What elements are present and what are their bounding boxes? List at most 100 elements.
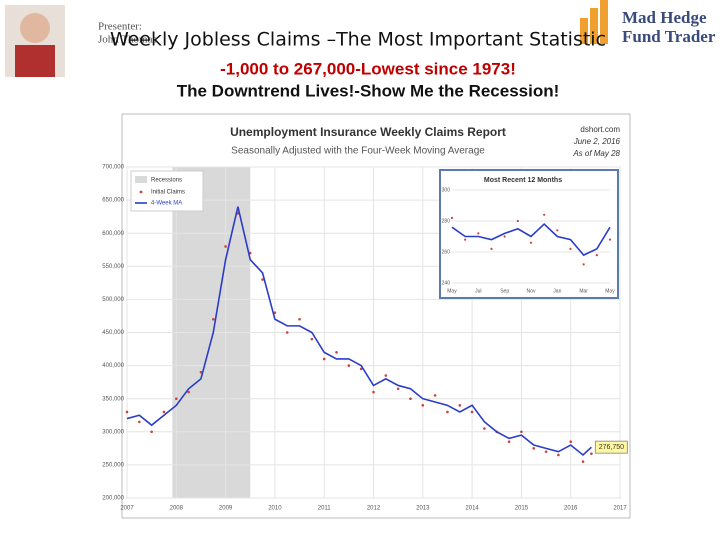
y-tick-label: 650,000	[102, 198, 124, 204]
data-point	[590, 452, 593, 455]
x-tick-label: 2010	[268, 506, 282, 512]
data-point	[211, 317, 215, 321]
y-tick-label: 600,000	[102, 231, 124, 237]
data-point	[335, 351, 338, 354]
data-point	[298, 317, 301, 321]
data-point	[285, 331, 289, 334]
legend-swatch	[139, 190, 143, 194]
chart-title: Unemployment Insurance Weekly Claims Rep…	[230, 125, 506, 139]
x-tick-label: 2008	[170, 506, 184, 512]
data-point	[569, 440, 572, 444]
data-point	[421, 404, 425, 407]
legend-label: 4-Week MA	[151, 201, 182, 207]
x-tick-label: Jan	[553, 288, 561, 294]
data-point	[409, 397, 412, 401]
data-point	[396, 387, 400, 391]
data-point	[125, 410, 129, 414]
x-tick-label: Jul	[475, 288, 481, 294]
logo-text: Mad Hedge	[622, 8, 707, 27]
x-tick-label: 2011	[318, 506, 332, 512]
x-tick-label: 2013	[416, 506, 430, 512]
data-point	[175, 397, 178, 401]
annotation-box	[594, 440, 628, 454]
data-point	[507, 440, 511, 444]
data-point	[261, 278, 264, 281]
data-point	[529, 241, 533, 244]
inset-frame	[439, 169, 619, 299]
photo-body	[15, 45, 55, 77]
data-point	[384, 374, 388, 377]
data-point	[446, 410, 449, 414]
as-of: As of May 28	[572, 149, 620, 158]
data-point	[516, 219, 519, 223]
inset-title: Most Recent 12 Months	[484, 177, 562, 184]
annotation: 276,750	[599, 444, 624, 451]
data-point	[582, 263, 585, 266]
data-point	[138, 420, 141, 424]
data-point	[477, 232, 480, 235]
data-point	[187, 390, 190, 394]
y-tick-label: 300,000	[102, 429, 124, 435]
logo-bar	[590, 8, 598, 44]
data-point	[490, 247, 493, 250]
data-point	[503, 235, 506, 238]
y-tick-label: 250,000	[102, 462, 124, 468]
data-point	[470, 410, 474, 414]
y-tick-label: 500,000	[102, 297, 124, 303]
x-tick-label: May	[447, 288, 457, 294]
presenter-label: Presenter:	[98, 21, 142, 33]
data-point	[199, 370, 203, 374]
x-tick-label: May	[605, 288, 615, 294]
series-line	[126, 206, 592, 457]
slide-subtitle: The Downtrend Lives!-Show Me the Recessi…	[177, 81, 560, 100]
legend-swatch	[135, 176, 147, 183]
data-point	[347, 364, 351, 367]
data-point	[464, 238, 467, 241]
legend-label: Initial Claims	[151, 190, 185, 196]
y-tick-label: 550,000	[102, 264, 124, 270]
data-point	[359, 367, 363, 371]
y-tick-label: 350,000	[102, 396, 124, 402]
y-tick-label: 700,000	[102, 165, 124, 171]
x-tick-label: 2017	[613, 506, 627, 512]
chart-subtitle: Seasonally Adjusted with the Four-Week M…	[231, 146, 485, 157]
data-point	[544, 450, 548, 453]
data-point	[150, 430, 153, 434]
x-tick-label: 2012	[367, 506, 381, 512]
legend-label: Recessions	[151, 178, 182, 184]
data-point	[520, 430, 523, 434]
y-tick-label: 400,000	[102, 363, 124, 369]
data-point	[450, 216, 454, 219]
data-point	[483, 427, 486, 430]
data-point	[556, 229, 559, 232]
data-point	[608, 238, 612, 241]
slide-title: Weekly Jobless Claims –The Most Importan…	[110, 29, 606, 51]
data-point	[224, 245, 227, 248]
presenter-name: John Thomas	[98, 34, 157, 46]
x-tick-label: 2007	[120, 506, 134, 512]
x-tick-label: Mar	[579, 288, 588, 294]
data-point	[372, 390, 375, 394]
data-point	[433, 394, 437, 397]
data-point	[532, 447, 536, 450]
x-tick-label: 2009	[219, 506, 233, 512]
data-point	[310, 337, 314, 341]
date: June 2, 2016	[573, 137, 621, 146]
photo-face	[20, 13, 50, 43]
logo-text: Fund Trader	[622, 27, 716, 46]
data-point	[543, 213, 546, 216]
x-tick-label: 2015	[515, 506, 529, 512]
data-point	[581, 460, 585, 463]
y-tick-label: 200,000	[102, 496, 124, 502]
data-point	[273, 311, 277, 314]
logo-bar	[600, 0, 608, 44]
data-point	[322, 357, 326, 361]
data-point	[569, 247, 572, 250]
slide-subtitle: -1,000 to 267,000-Lowest since 1973!	[220, 59, 516, 78]
x-tick-label: Sep	[500, 288, 509, 294]
y-tick-label: 260	[442, 249, 451, 255]
data-point	[162, 410, 166, 414]
source: dshort.com	[580, 125, 620, 134]
x-tick-label: Nov	[527, 288, 536, 294]
